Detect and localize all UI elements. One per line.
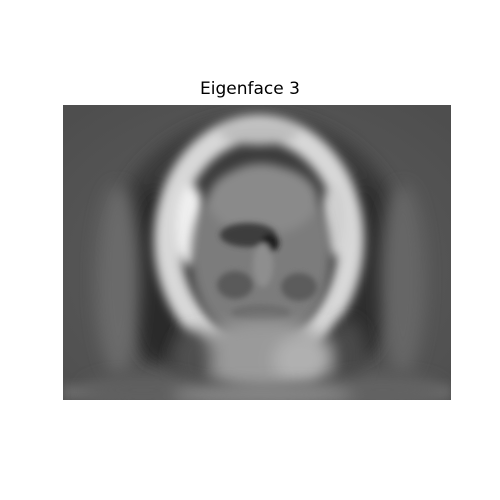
neck-region [173, 320, 366, 390]
eigenface-image-svg [63, 105, 451, 400]
eigenface-image [63, 105, 451, 400]
shoulders [83, 375, 443, 400]
outer-gray-rim [96, 185, 425, 375]
facial-features [217, 223, 317, 321]
figure-title: Eigenface 3 [200, 79, 300, 99]
